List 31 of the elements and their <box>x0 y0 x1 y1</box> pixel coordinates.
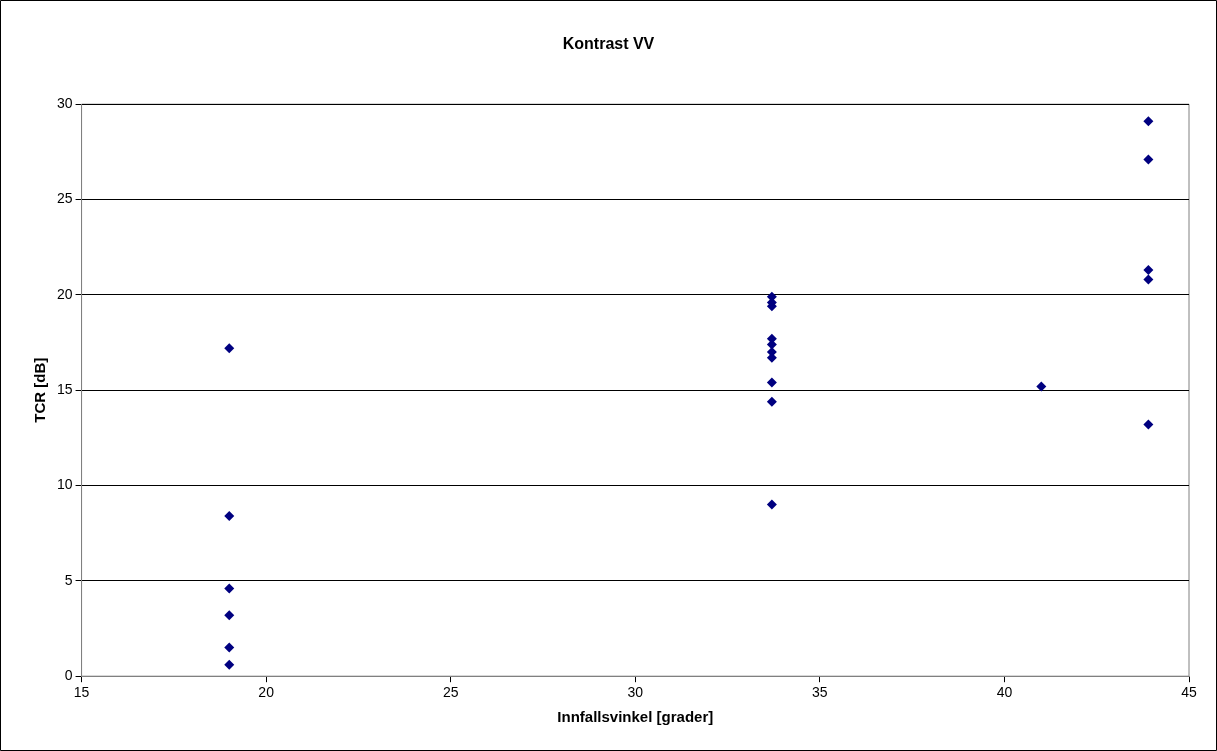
x-tick-label: 25 <box>442 684 459 701</box>
point <box>224 343 235 354</box>
x-tick-label: 40 <box>996 684 1013 701</box>
point <box>224 511 235 522</box>
y-tick-label: 25 <box>56 190 73 207</box>
point <box>224 583 235 594</box>
point <box>766 396 777 407</box>
x-tick-label: 35 <box>812 684 828 701</box>
point <box>1143 265 1154 276</box>
point <box>1143 274 1154 285</box>
point <box>766 499 777 510</box>
point <box>1143 116 1154 127</box>
point <box>766 377 777 388</box>
y-tick-label: 10 <box>56 476 73 493</box>
x-tick-label: 45 <box>1181 684 1197 701</box>
point <box>1036 381 1047 392</box>
y-tick-label: 15 <box>56 381 73 398</box>
x-tick-label: 30 <box>627 684 644 701</box>
y-axis-title: TCR [dB] <box>31 357 49 423</box>
y-tick-label: 5 <box>64 571 73 588</box>
point <box>224 659 235 670</box>
x-tick-label: 20 <box>258 684 275 701</box>
x-axis-title: Innfallsvinkel [grader] <box>557 708 714 726</box>
point <box>1143 154 1154 165</box>
point <box>224 610 235 621</box>
y-tick-label: 20 <box>56 285 73 302</box>
point <box>224 642 235 653</box>
y-tick-label: 0 <box>64 667 73 684</box>
chart-title: Kontrast VV <box>562 35 655 53</box>
y-tick-label: 30 <box>56 95 73 112</box>
point <box>1143 419 1154 430</box>
